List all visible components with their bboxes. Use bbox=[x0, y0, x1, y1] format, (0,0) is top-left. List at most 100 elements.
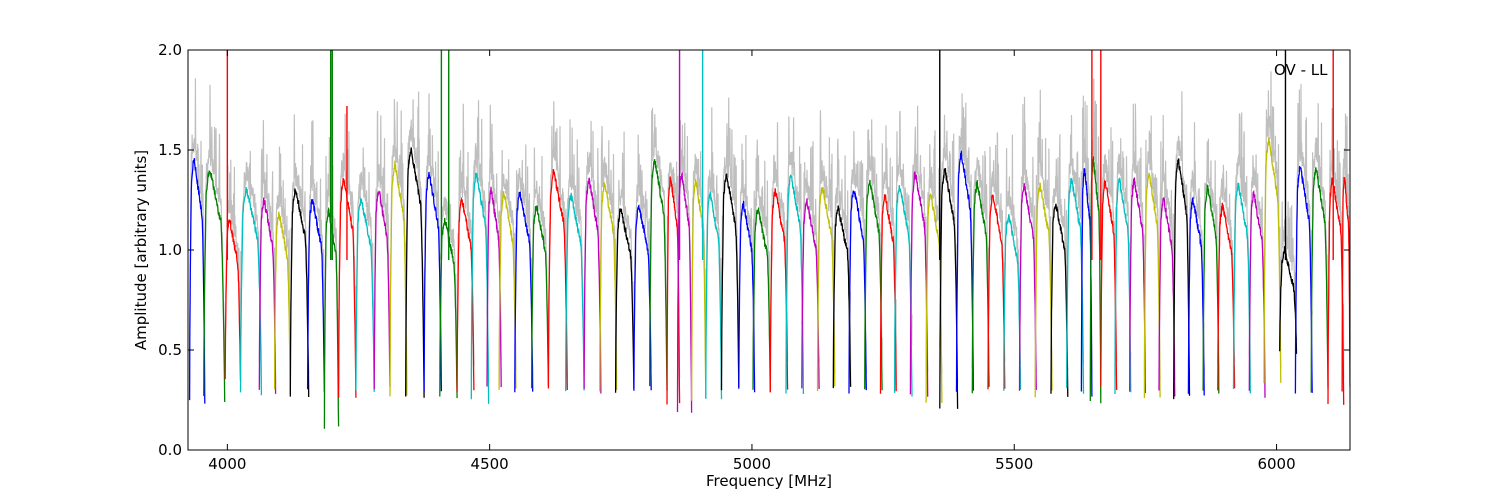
background-trace bbox=[530, 147, 550, 369]
series-window-27 bbox=[633, 204, 652, 391]
series-window-48 bbox=[955, 150, 974, 392]
background-trace bbox=[498, 149, 517, 384]
series-window-56 bbox=[1080, 168, 1093, 397]
series-window-72 bbox=[1310, 167, 1329, 393]
background-trace bbox=[307, 120, 325, 385]
background-trace bbox=[486, 104, 502, 360]
background-trace bbox=[423, 93, 442, 381]
background-trace bbox=[203, 84, 226, 378]
y-tick-label: 2.0 bbox=[158, 41, 182, 59]
series-window-53 bbox=[1034, 182, 1053, 398]
series-window-65 bbox=[1202, 183, 1220, 394]
background-trace bbox=[1248, 154, 1266, 379]
series-window-69 bbox=[1263, 137, 1282, 384]
plot-area bbox=[188, 50, 1350, 450]
background-trace bbox=[705, 107, 723, 391]
background-trace bbox=[633, 134, 652, 369]
background-trace bbox=[323, 136, 340, 407]
y-tick-label: 1.5 bbox=[158, 141, 182, 159]
background-trace bbox=[1158, 114, 1176, 380]
background-trace bbox=[893, 110, 913, 386]
x-tick-label: 6000 bbox=[1257, 455, 1295, 473]
series-window-3 bbox=[239, 187, 263, 396]
background-trace bbox=[565, 119, 585, 377]
background-trace bbox=[470, 100, 490, 383]
background-trace bbox=[939, 114, 959, 383]
series-window-36 bbox=[769, 188, 789, 393]
background-trace bbox=[1187, 122, 1205, 376]
background-trace bbox=[547, 101, 568, 382]
series-window-24 bbox=[583, 177, 602, 394]
series-window-44 bbox=[893, 185, 913, 397]
series-window-32 bbox=[705, 191, 723, 400]
series-window-61 bbox=[1143, 172, 1161, 399]
background-trace bbox=[738, 134, 756, 385]
series-window-12 bbox=[389, 160, 408, 397]
series-window-26 bbox=[614, 208, 635, 393]
series-window-14 bbox=[423, 171, 443, 392]
series-window-0 bbox=[188, 158, 206, 404]
series-window-51 bbox=[1003, 214, 1022, 391]
x-tick-label: 5000 bbox=[733, 455, 771, 473]
series-window-58 bbox=[1100, 178, 1118, 391]
series-window-47 bbox=[939, 168, 959, 409]
background-trace bbox=[1279, 201, 1298, 344]
series-window-18 bbox=[486, 186, 502, 388]
series-window-5 bbox=[273, 211, 291, 395]
series-window-73 bbox=[1327, 177, 1345, 405]
background-trace bbox=[1034, 89, 1053, 388]
series-window-49 bbox=[971, 180, 990, 394]
background-trace bbox=[801, 141, 820, 363]
series-window-25 bbox=[599, 182, 618, 392]
series-window-70 bbox=[1279, 246, 1298, 354]
background-trace bbox=[785, 116, 804, 381]
series-window-28 bbox=[649, 159, 668, 391]
background-trace bbox=[1066, 114, 1085, 370]
background-trace bbox=[1294, 83, 1313, 375]
series-window-66 bbox=[1217, 202, 1236, 391]
background-trace bbox=[955, 93, 974, 377]
series-window-29 bbox=[666, 176, 681, 405]
series-window-20 bbox=[514, 191, 534, 393]
series-window-7 bbox=[306, 199, 326, 393]
background-trace bbox=[239, 150, 262, 385]
background-trace bbox=[816, 110, 836, 378]
series-window-45 bbox=[909, 171, 929, 397]
series-window-60 bbox=[1129, 177, 1147, 394]
background-trace bbox=[274, 146, 291, 369]
background-trace bbox=[405, 91, 425, 374]
series-window-74 bbox=[1341, 176, 1350, 392]
series-window-16 bbox=[456, 196, 475, 393]
background-trace bbox=[1232, 112, 1251, 382]
background-trace bbox=[848, 130, 867, 378]
x-axis: 4000 4500 5000 5500 6000 bbox=[208, 50, 1296, 473]
series-window-43 bbox=[879, 194, 897, 394]
background-trace bbox=[1217, 164, 1236, 365]
series-layer bbox=[188, 50, 1350, 429]
series-window-68 bbox=[1248, 189, 1266, 398]
background-trace bbox=[832, 138, 852, 379]
background-trace bbox=[355, 147, 375, 383]
series-window-31 bbox=[690, 178, 707, 401]
background-trace bbox=[666, 161, 681, 385]
background-trace bbox=[769, 122, 789, 375]
series-window-67 bbox=[1232, 182, 1251, 394]
series-window-39 bbox=[816, 186, 836, 392]
x-axis-label: Frequency [MHz] bbox=[706, 472, 832, 490]
y-axis: 0.0 0.5 1.0 1.5 2.0 bbox=[158, 41, 1350, 459]
background-trace bbox=[583, 120, 602, 382]
background-trace bbox=[879, 125, 897, 386]
y-tick-label: 0.0 bbox=[158, 441, 182, 459]
series-window-33 bbox=[720, 173, 740, 391]
series-window-8 bbox=[323, 206, 340, 429]
series-window-40 bbox=[832, 205, 852, 389]
background-trace bbox=[1003, 134, 1022, 371]
series-window-4 bbox=[258, 197, 277, 394]
background-trace bbox=[691, 151, 707, 377]
series-window-11 bbox=[373, 190, 391, 390]
background-trace bbox=[1341, 113, 1350, 384]
background-trace bbox=[1100, 127, 1118, 377]
series-window-6 bbox=[289, 188, 310, 398]
series-window-38 bbox=[801, 198, 820, 390]
annotation-text: OV - LL bbox=[1274, 61, 1328, 79]
